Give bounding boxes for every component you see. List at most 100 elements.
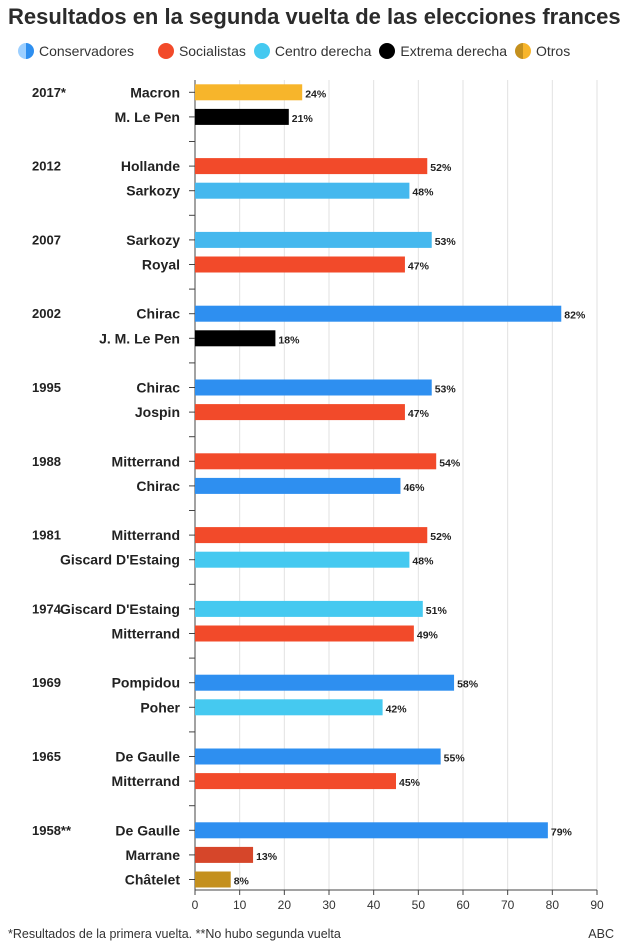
data-label: 18% [278,334,300,346]
data-label: 48% [412,556,434,568]
candidate-label: De Gaulle [115,822,180,838]
bar [195,453,437,470]
data-label: 8% [234,876,250,888]
legend-item-otros: Otros [514,43,571,59]
candidate-label: Royal [142,257,180,273]
legend-label-extrema-derecha: Extrema derecha [400,43,507,59]
legend: Conservadores Socialistas Centro derecha… [18,40,578,62]
legend-swatch-otros [514,43,531,59]
bar [195,699,383,716]
bar [195,625,414,642]
bar [195,748,441,765]
data-label: 45% [399,777,421,789]
candidate-label: Mitterrand [112,626,180,642]
year-label: 1958** [32,823,72,838]
data-label: 58% [457,679,479,691]
legend-label-conservadores: Conservadores [39,43,134,59]
x-tick-label: 0 [192,898,199,912]
bar [195,108,289,125]
year-label: 1965 [32,749,61,764]
data-label: 24% [305,88,327,100]
data-label: 49% [417,630,439,642]
data-label: 53% [435,236,457,248]
bar [195,330,276,347]
bar [195,84,303,101]
candidate-label: De Gaulle [115,749,180,765]
data-label: 55% [444,753,466,765]
candidate-label: Poher [140,699,180,715]
candidate-label: Mitterrand [112,773,180,789]
source-credit: ABC [588,927,614,941]
candidate-label: Sarkozy [126,183,180,199]
legend-swatch-socialistas [157,43,174,59]
x-tick-label: 30 [322,898,336,912]
year-label: 2007 [32,232,61,247]
year-label: 1988 [32,454,61,469]
bar [195,871,231,888]
bar [195,256,405,273]
bar [195,600,423,617]
candidate-label: Hollande [121,158,180,174]
bar [195,158,428,175]
legend-item-conservadores: Conservadores [18,43,134,59]
x-tick-label: 20 [278,898,292,912]
candidate-label: Chirac [136,478,180,494]
x-tick-label: 80 [546,898,560,912]
chart-title: Resultados en la segunda vuelta de las e… [8,4,620,29]
x-tick-label: 10 [233,898,247,912]
legend-item-centro-derecha: Centro derecha [253,43,372,59]
bar [195,527,428,544]
legend-label-centro-derecha: Centro derecha [274,43,372,59]
bar [195,182,410,199]
year-label: 1969 [32,675,61,690]
candidate-label: Giscard D'Estaing [60,601,180,617]
candidate-label: Marrane [126,847,181,863]
candidate-label: Macron [130,84,180,100]
candidate-label: Chirac [136,380,180,396]
year-label: 2012 [32,159,61,174]
candidate-label: Giscard D'Estaing [60,552,180,568]
bar [195,551,410,568]
legend-label-otros: Otros [535,43,571,59]
candidate-label: Pompidou [112,675,180,691]
year-label: 1995 [32,380,61,395]
legend-item-socialistas: Socialistas [157,43,246,59]
candidate-label: Jospin [135,404,180,420]
data-label: 42% [386,703,408,715]
data-label: 82% [564,310,586,322]
bar [195,477,401,494]
data-label: 21% [292,113,314,125]
data-label: 13% [256,851,278,863]
x-tick-label: 40 [367,898,381,912]
candidate-label: J. M. Le Pen [99,330,180,346]
candidate-label: Mitterrand [112,527,180,543]
legend-swatch-centro-derecha [253,43,270,59]
data-label: 54% [439,457,461,469]
bar [195,305,562,322]
bar [195,773,396,790]
data-label: 79% [551,826,573,838]
data-label: 51% [426,605,448,617]
bar [195,231,432,248]
candidate-label: M. Le Pen [115,109,180,125]
data-label: 52% [430,162,452,174]
candidate-label: Sarkozy [126,232,180,248]
candidate-label: Mitterrand [112,453,180,469]
bar [195,846,254,863]
bar [195,822,548,839]
bar [195,404,405,421]
legend-label-socialistas: Socialistas [178,43,246,59]
bar [195,379,432,396]
data-label: 48% [412,187,434,199]
legend-item-extrema-derecha: Extrema derecha [379,43,507,59]
year-label: 1974 [32,601,62,616]
x-tick-label: 70 [501,898,515,912]
data-label: 47% [408,408,430,420]
data-label: 53% [435,384,457,396]
data-label: 47% [408,261,430,273]
data-label: 52% [430,531,452,543]
data-label: 46% [403,482,425,494]
candidate-label: Châtelet [125,872,181,888]
year-label: 2002 [32,306,61,321]
